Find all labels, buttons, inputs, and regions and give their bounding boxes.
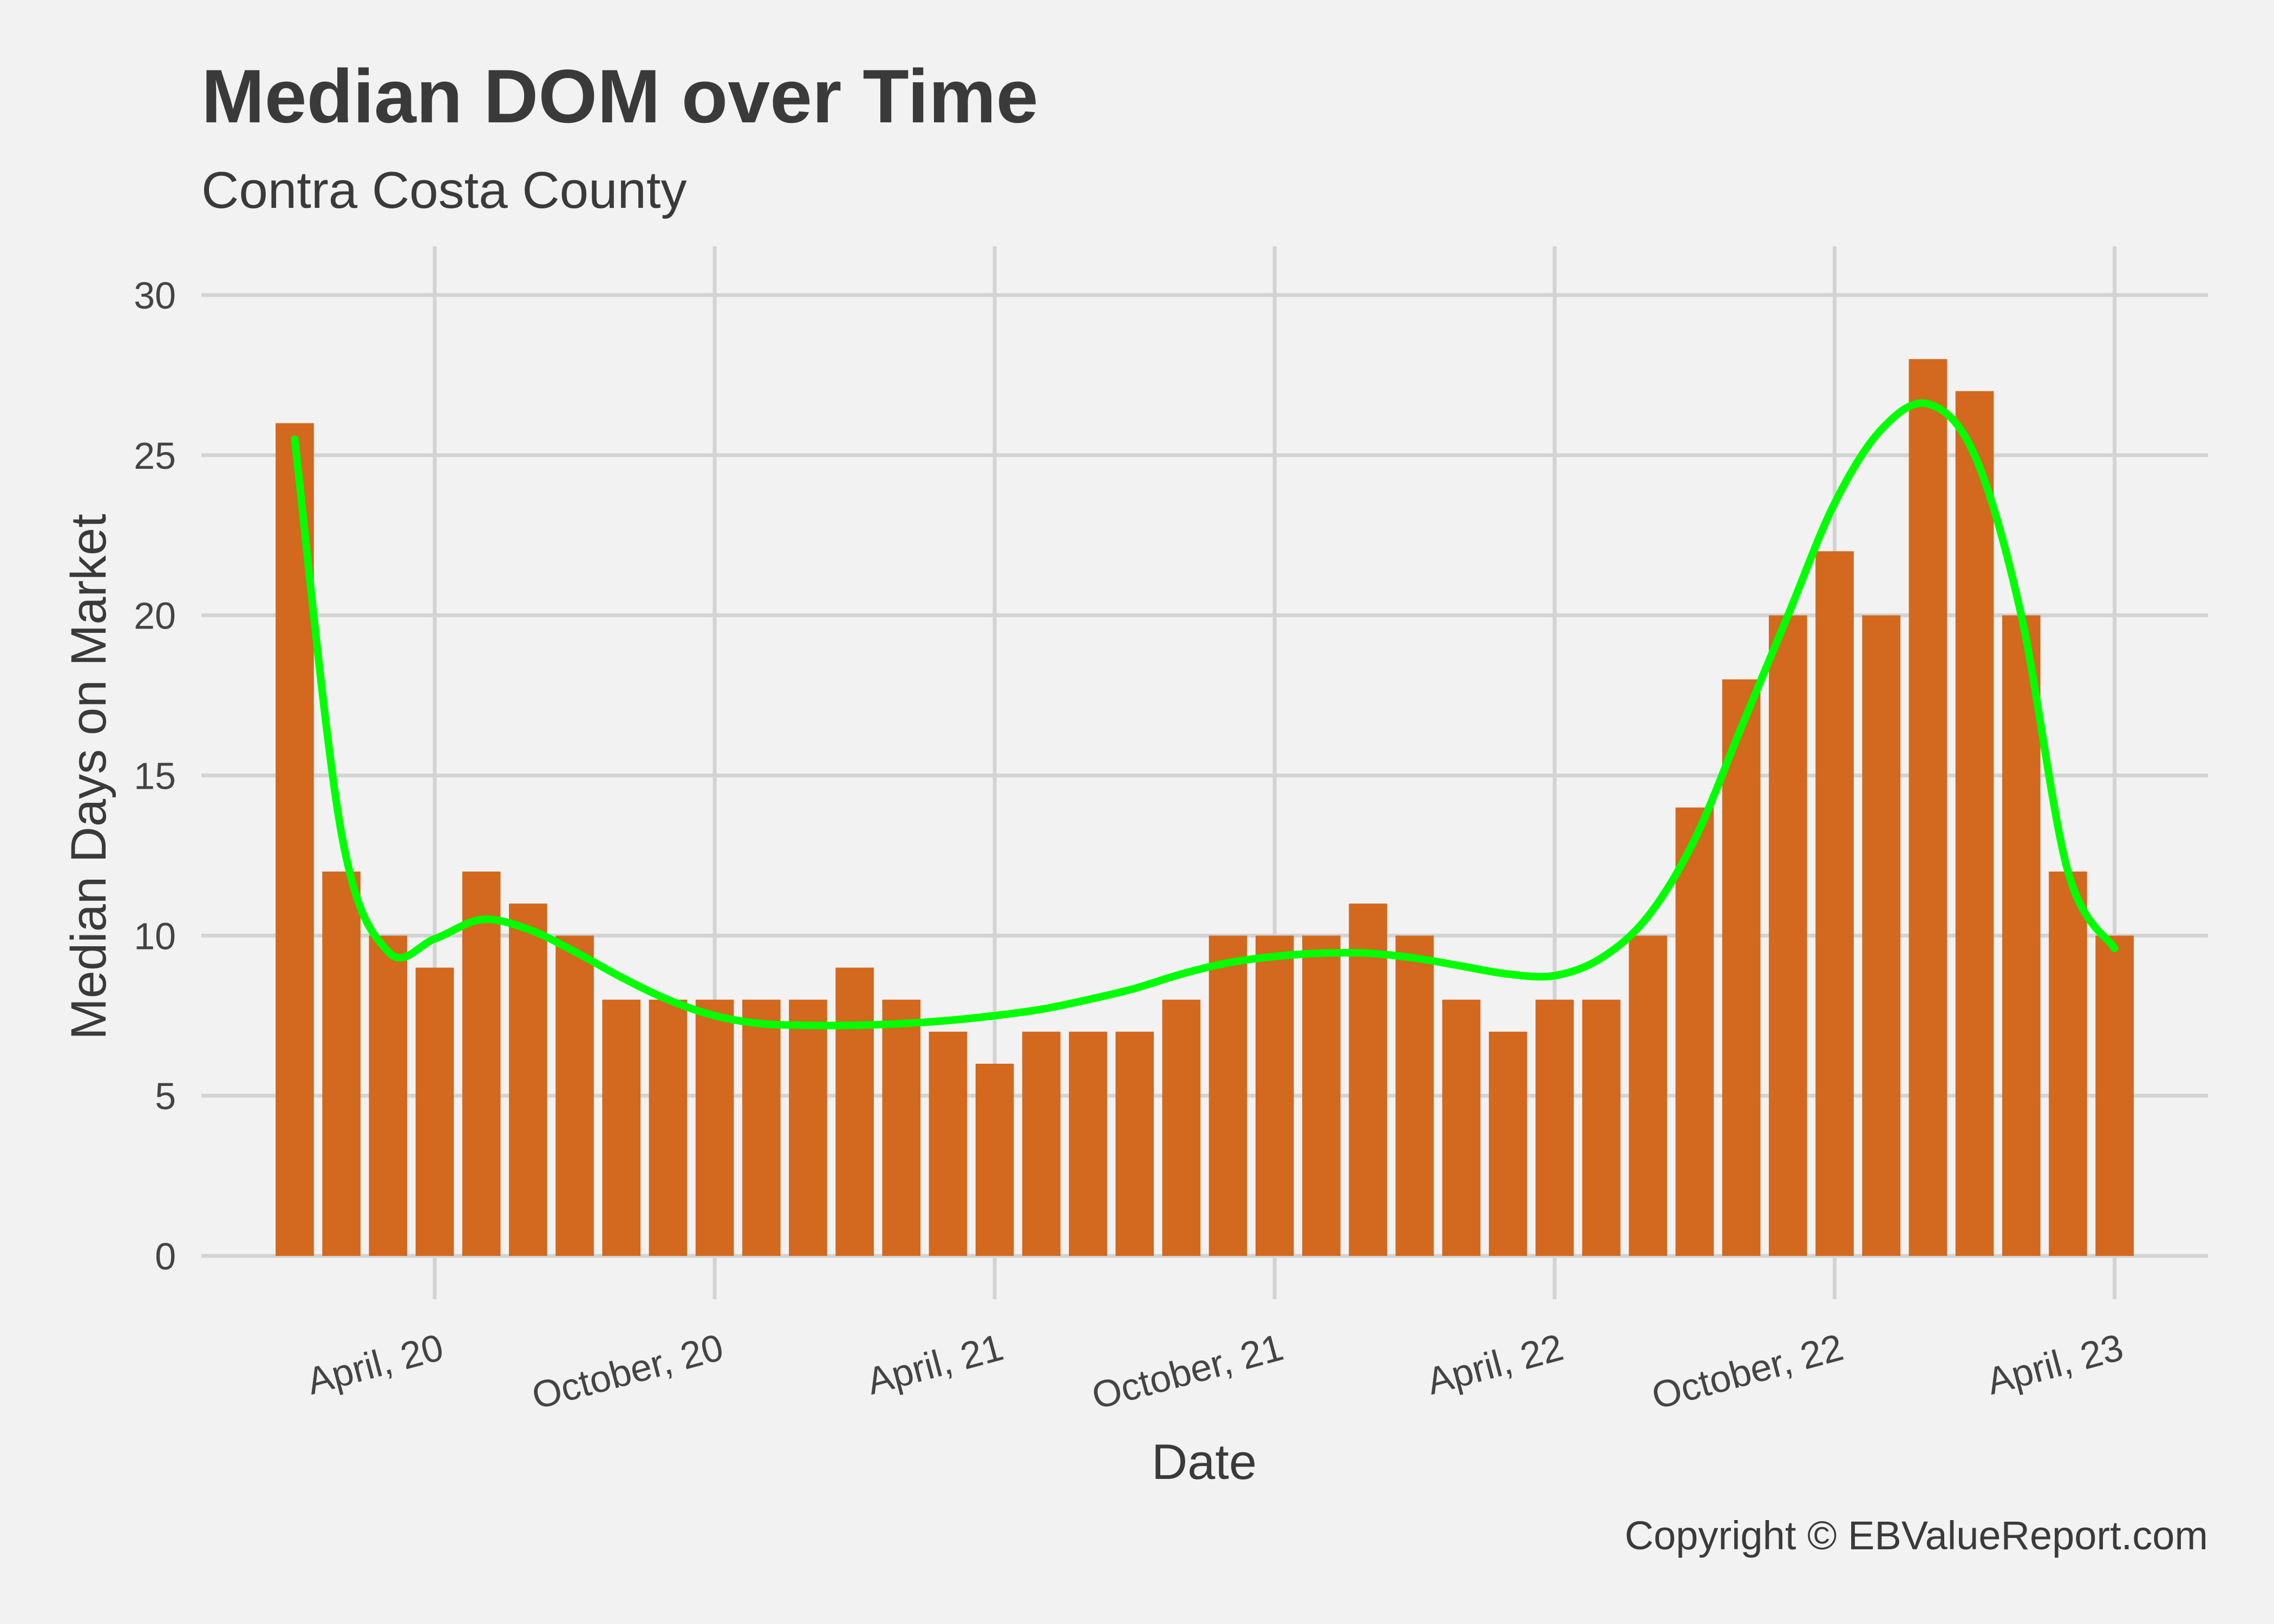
bar	[1208, 935, 1247, 1256]
x-tick-label: October, 22	[1648, 1326, 1848, 1417]
bar	[1022, 1031, 1061, 1256]
bar	[695, 999, 734, 1256]
y-tick-label: 25	[134, 435, 176, 477]
bar	[556, 935, 594, 1256]
y-axis-title: Median Days on Market	[61, 514, 116, 1040]
copyright-caption: Copyright © EBValueReport.com	[1625, 1513, 2208, 1558]
bar	[1768, 615, 1807, 1256]
bar	[975, 1064, 1014, 1256]
bar	[508, 903, 547, 1256]
bar	[1115, 1031, 1154, 1256]
chart-title: Median DOM over Time	[201, 54, 1038, 139]
bar	[602, 999, 641, 1256]
y-axis-ticks: 0 5 10 15 20 25 30	[134, 274, 176, 1278]
bar	[1955, 391, 1994, 1256]
bar	[462, 872, 501, 1256]
trend-line	[291, 399, 2119, 1030]
x-tick-label: April, 22	[1422, 1326, 1567, 1403]
bar	[1815, 551, 1854, 1256]
y-tick-label: 0	[155, 1235, 176, 1278]
x-tick-label: April, 21	[862, 1326, 1008, 1403]
x-axis-title: Date	[1152, 1435, 1257, 1490]
y-tick-label: 30	[134, 274, 176, 317]
bar	[742, 999, 781, 1256]
bar	[369, 935, 408, 1256]
bar	[835, 967, 874, 1256]
bar	[2049, 872, 2087, 1256]
bar	[322, 872, 361, 1256]
bar	[1629, 935, 1668, 1256]
bar	[929, 1031, 968, 1256]
bar	[1675, 807, 1714, 1256]
bar	[1488, 1031, 1527, 1256]
bar	[789, 999, 827, 1256]
x-tick-label: October, 20	[527, 1326, 728, 1417]
bar	[882, 999, 921, 1256]
bar	[1862, 615, 1901, 1256]
bar	[2095, 935, 2134, 1256]
bar	[1909, 359, 1948, 1256]
y-tick-label: 20	[134, 595, 176, 637]
bar	[1255, 935, 1294, 1256]
bar	[1395, 935, 1434, 1256]
y-tick-label: 5	[155, 1075, 176, 1117]
x-tick-label: April, 23	[1982, 1326, 2127, 1403]
bar	[1069, 1031, 1107, 1256]
bar	[1302, 935, 1341, 1256]
x-axis-ticks: April, 20 October, 20 April, 21 October, 21…	[303, 1326, 2128, 1417]
bar	[1442, 999, 1481, 1256]
chart-subtitle: Contra Costa County	[201, 161, 687, 219]
y-tick-label: 15	[134, 755, 176, 797]
bar	[1535, 999, 1574, 1256]
bar	[1722, 679, 1761, 1256]
y-tick-label: 10	[134, 915, 176, 957]
bar	[1162, 999, 1201, 1256]
bars	[276, 359, 2134, 1256]
bar	[649, 999, 688, 1256]
x-tick-label: October, 21	[1087, 1326, 1288, 1417]
bar	[2002, 615, 2041, 1256]
bar	[415, 967, 454, 1256]
bar	[1582, 999, 1620, 1256]
x-tick-label: April, 20	[303, 1326, 448, 1403]
bar	[1349, 903, 1387, 1256]
